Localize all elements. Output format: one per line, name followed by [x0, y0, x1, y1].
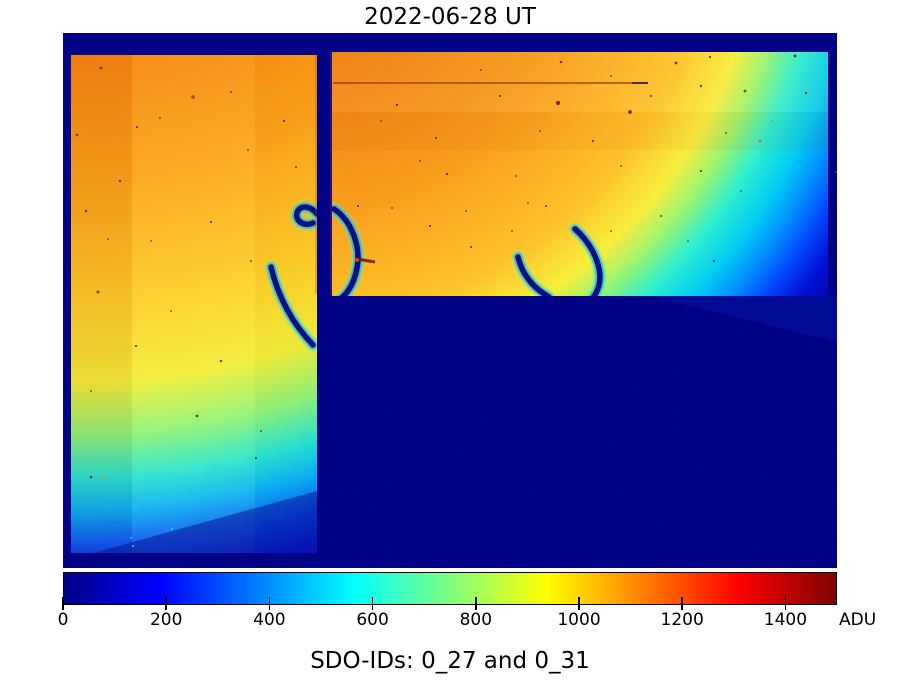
colorbar-tick-label: 400	[253, 610, 286, 630]
detector-image	[63, 33, 837, 568]
colorbar-tick-label: 800	[459, 610, 493, 630]
colorbar-tick-label: 200	[149, 610, 183, 630]
colorbar-tick-label: 0	[57, 610, 69, 630]
colorbar-tick-label: 1400	[763, 610, 808, 630]
colorbar	[63, 572, 837, 605]
colorbar-unit-label: ADU	[839, 610, 877, 630]
colorbar-tick-label: 1000	[557, 610, 601, 630]
colorbar-tick-label: 600	[356, 610, 389, 630]
colorbar-tick-label: 1200	[660, 610, 704, 630]
plot-title: 2022-06-28 UT	[364, 4, 536, 30]
figure-caption: SDO-IDs: 0_27 and 0_31	[310, 648, 590, 674]
